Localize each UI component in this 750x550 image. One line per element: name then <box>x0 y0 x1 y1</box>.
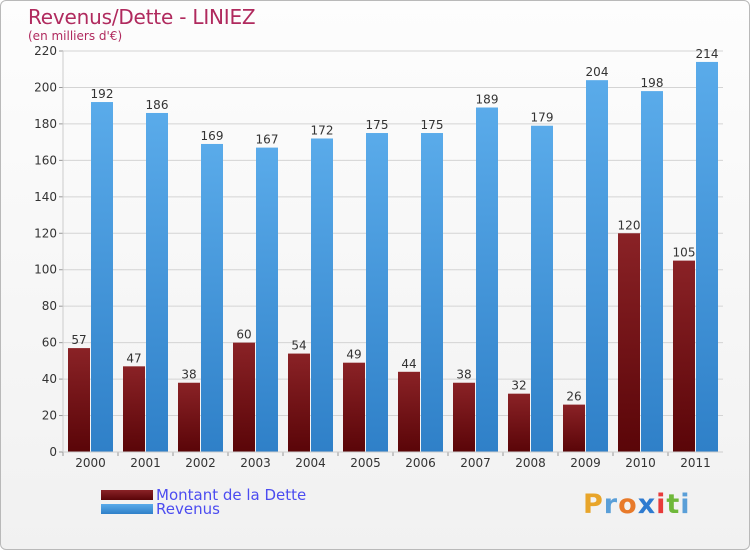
logo-letter: P <box>583 489 604 520</box>
proxiti-logo: Proxiti <box>583 489 691 520</box>
y-tick-label: 40 <box>42 372 57 386</box>
legend-label-revenue: Revenus <box>156 500 220 518</box>
chart-subtitle: (en milliers d'€) <box>28 29 123 43</box>
logo-letter: r <box>603 489 619 520</box>
y-tick-label: 220 <box>34 44 57 58</box>
data-label-debt: 38 <box>181 368 196 382</box>
data-label-revenue: 192 <box>91 87 114 101</box>
bar-revenue <box>586 80 608 452</box>
x-tick-label: 2010 <box>625 456 656 470</box>
data-label-debt: 60 <box>236 328 251 342</box>
data-label-debt: 32 <box>511 379 526 393</box>
data-label-debt: 54 <box>291 339 306 353</box>
data-label-debt: 49 <box>346 348 361 362</box>
y-tick-label: 120 <box>34 226 57 240</box>
x-tick-label: 2011 <box>680 456 711 470</box>
bars: 57 192 47 186 38 169 60 167 54 172 49 175 44 175 38 189… <box>68 47 719 453</box>
bar-revenue <box>91 102 113 452</box>
bar-debt <box>178 382 200 452</box>
data-label-revenue: 175 <box>421 118 444 132</box>
legend-item-revenue: Revenus <box>101 500 220 518</box>
bar-debt <box>618 233 640 452</box>
legend-swatch-debt <box>101 490 153 500</box>
y-tick-label: 100 <box>34 263 57 277</box>
data-label-revenue: 169 <box>201 129 224 143</box>
y-tick-label: 60 <box>42 336 57 350</box>
data-label-revenue: 175 <box>366 118 389 132</box>
bar-debt <box>123 366 145 452</box>
logo-letter: i <box>680 489 691 520</box>
data-label-debt: 105 <box>673 246 696 260</box>
legend-swatch-revenue <box>101 504 153 514</box>
data-label-revenue: 179 <box>531 111 554 125</box>
bar-debt <box>563 404 585 452</box>
bar-debt <box>68 348 90 452</box>
y-tick-label: 160 <box>34 153 57 167</box>
data-label-debt: 44 <box>401 357 416 371</box>
bar-revenue <box>256 147 278 452</box>
data-label-debt: 26 <box>566 390 581 404</box>
x-tick-label: 2004 <box>295 456 326 470</box>
legend-item-debt: Montant de la Dette <box>101 486 306 504</box>
data-label-revenue: 172 <box>311 123 334 137</box>
bar-debt <box>673 260 695 452</box>
x-tick-label: 2001 <box>130 456 161 470</box>
y-axis-ticks: 0 20 40 60 80 100 120 140 160 180 200 220 <box>34 44 63 459</box>
bar-debt <box>288 353 310 452</box>
x-tick-label: 2002 <box>185 456 216 470</box>
logo-letter: i <box>656 489 667 520</box>
bar-revenue <box>146 112 168 453</box>
bar-revenue <box>531 125 553 453</box>
data-label-revenue: 186 <box>146 98 169 112</box>
data-label-debt: 120 <box>618 218 641 232</box>
bar-revenue <box>311 138 333 452</box>
x-tick-label: 2005 <box>350 456 381 470</box>
x-tick-label: 2006 <box>405 456 436 470</box>
data-label-revenue: 214 <box>696 47 719 61</box>
gridlines <box>63 50 723 453</box>
data-label-revenue: 204 <box>586 65 609 79</box>
x-tick-label: 2000 <box>75 456 106 470</box>
data-label-revenue: 189 <box>476 93 499 107</box>
logo-letter: t <box>666 489 681 520</box>
bar-revenue <box>476 107 498 452</box>
bar-revenue <box>201 143 223 452</box>
data-label-debt: 47 <box>126 351 141 365</box>
x-tick-label: 2008 <box>515 456 546 470</box>
legend-label-debt: Montant de la Dette <box>156 486 307 504</box>
x-axis-ticks: 2000 2001 2002 2003 2004 2005 2006 2007 2008 2009… <box>62 452 711 470</box>
bar-revenue <box>421 133 443 453</box>
data-label-debt: 38 <box>456 368 471 382</box>
bar-debt <box>343 362 365 452</box>
y-tick-label: 20 <box>42 409 57 423</box>
bar-revenue <box>641 91 663 452</box>
bar-revenue <box>696 61 718 452</box>
x-tick-label: 2009 <box>570 456 601 470</box>
bar-debt <box>453 382 475 452</box>
data-label-revenue: 198 <box>641 76 664 90</box>
data-label-revenue: 167 <box>256 133 279 147</box>
y-tick-label: 200 <box>34 80 57 94</box>
bar-revenue <box>366 133 388 453</box>
data-label-debt: 57 <box>71 333 86 347</box>
bar-debt <box>508 393 530 452</box>
x-tick-label: 2007 <box>460 456 491 470</box>
bar-debt <box>398 371 420 452</box>
x-tick-label: 2003 <box>240 456 271 470</box>
bar-debt <box>233 342 255 452</box>
logo-letter: o <box>618 489 638 520</box>
logo-letter: x <box>637 489 657 520</box>
y-tick-label: 80 <box>42 299 57 313</box>
y-tick-label: 180 <box>34 117 57 131</box>
chart-title: Revenus/Dette - LINIEZ <box>28 5 256 29</box>
y-tick-label: 140 <box>34 190 57 204</box>
y-tick-label: 0 <box>49 445 57 459</box>
